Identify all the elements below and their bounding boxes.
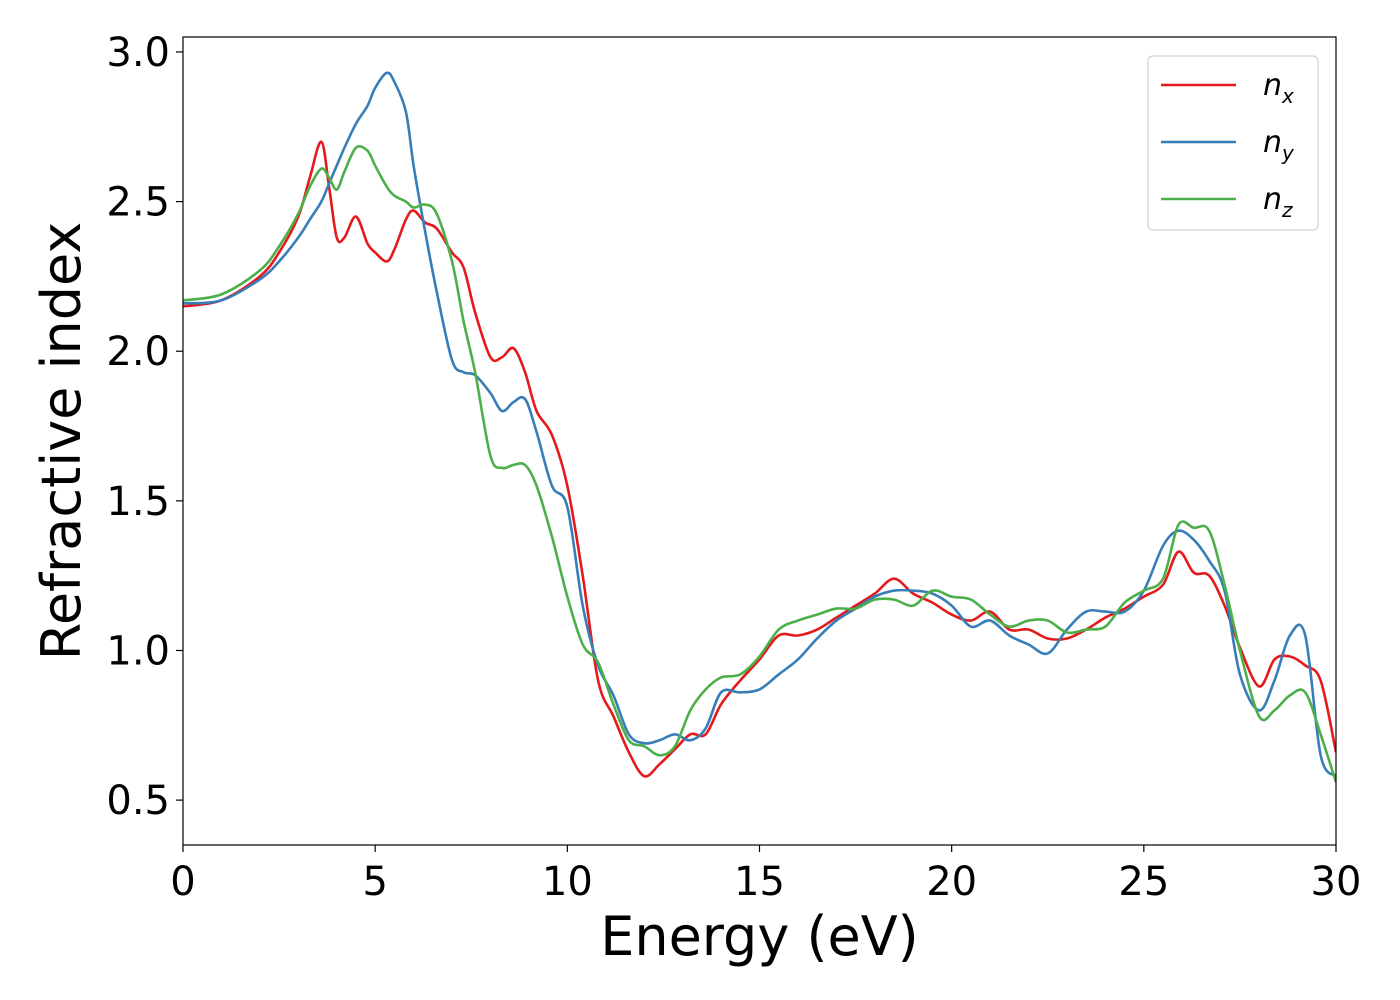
plot-lines bbox=[183, 71, 1336, 783]
y-tick-label: 2.5 bbox=[106, 180, 170, 226]
x-tick-label: 15 bbox=[734, 859, 785, 905]
y-axis-ticks: 0.5 1.0 1.5 2.0 2.5 3.0 bbox=[106, 30, 183, 824]
x-tick-label: 5 bbox=[362, 859, 387, 905]
x-axis-label: Energy (eV) bbox=[600, 905, 919, 968]
series-line-nz bbox=[183, 145, 1336, 783]
x-tick-label: 25 bbox=[1118, 859, 1169, 905]
legend-label-nz: nz bbox=[1263, 182, 1293, 222]
x-tick-label: 20 bbox=[926, 859, 977, 905]
x-tick-label: 10 bbox=[542, 859, 593, 905]
series-line-nx bbox=[183, 140, 1336, 778]
series-line-ny bbox=[183, 71, 1336, 778]
legend-label-ny: ny bbox=[1263, 125, 1295, 165]
y-tick-label: 3.0 bbox=[106, 30, 170, 76]
x-tick-label: 30 bbox=[1311, 859, 1362, 905]
x-axis-ticks: 0 5 10 15 20 25 30 bbox=[170, 845, 1361, 905]
y-tick-label: 1.0 bbox=[106, 628, 170, 674]
legend: nx ny nz bbox=[1147, 55, 1319, 231]
x-tick-label: 0 bbox=[170, 859, 195, 905]
y-tick-label: 2.0 bbox=[106, 329, 170, 375]
y-tick-label: 1.5 bbox=[106, 479, 170, 525]
y-tick-label: 0.5 bbox=[106, 778, 170, 824]
legend-label-nx: nx bbox=[1263, 68, 1294, 108]
y-axis-label: Refractive index bbox=[30, 222, 93, 661]
